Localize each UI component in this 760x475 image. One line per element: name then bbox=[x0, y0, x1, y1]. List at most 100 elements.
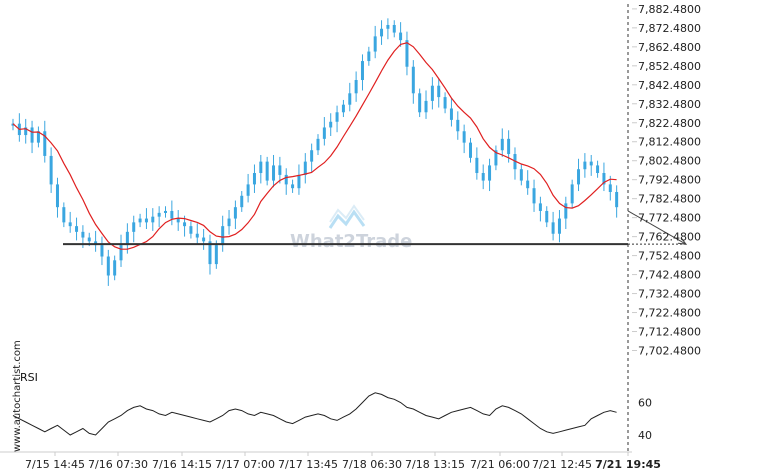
candle-body bbox=[354, 80, 358, 94]
candle-body bbox=[570, 184, 574, 204]
candle-body bbox=[233, 207, 237, 219]
y-tick-label: 7,782.4800 bbox=[638, 193, 701, 206]
candle-body bbox=[24, 127, 28, 136]
y-tick-label: 7,712.4800 bbox=[638, 326, 701, 339]
candle-body bbox=[310, 150, 314, 162]
candle-body bbox=[202, 237, 206, 242]
rsi-panel: RSI bbox=[12, 371, 617, 436]
y-tick-label: 7,772.4800 bbox=[638, 212, 701, 225]
candle-body bbox=[443, 97, 447, 109]
candle-body bbox=[132, 222, 136, 232]
candle-body bbox=[81, 231, 85, 238]
candle-body bbox=[259, 161, 263, 174]
projection-arrow-head bbox=[677, 237, 688, 245]
candle-body bbox=[189, 226, 193, 234]
candle-body bbox=[303, 161, 307, 175]
candle-body bbox=[557, 218, 561, 234]
candle-body bbox=[240, 195, 244, 208]
candle-body bbox=[151, 216, 155, 223]
candle-body bbox=[602, 173, 606, 185]
main-price-panel bbox=[11, 4, 688, 452]
y-tick-label: 7,732.4800 bbox=[638, 288, 701, 301]
candle-body bbox=[481, 173, 485, 181]
candle-body bbox=[55, 184, 59, 208]
candle-body bbox=[615, 191, 619, 208]
candle-body bbox=[488, 165, 492, 181]
x-tick-label: 7/15 14:45 bbox=[25, 458, 85, 471]
candle-body bbox=[68, 222, 72, 227]
candle-body bbox=[36, 131, 40, 143]
candle-body bbox=[418, 93, 422, 113]
moving-average-line bbox=[12, 42, 617, 250]
y-tick-label: 7,802.4800 bbox=[638, 155, 701, 168]
candle-body bbox=[596, 165, 600, 174]
candle-body bbox=[227, 218, 231, 227]
candle-body bbox=[322, 127, 326, 139]
candle-body bbox=[316, 138, 320, 151]
candle-body bbox=[405, 40, 409, 67]
rsi-y-tick-label: 60 bbox=[638, 397, 652, 410]
candle-body bbox=[469, 142, 472, 158]
x-tick-label: 7/17 07:00 bbox=[215, 458, 275, 471]
candle-body bbox=[507, 138, 511, 155]
candle-body bbox=[360, 61, 364, 81]
y-tick-label: 7,762.4800 bbox=[638, 231, 701, 244]
candle-body bbox=[462, 131, 466, 143]
rsi-line bbox=[12, 392, 617, 436]
candle-body bbox=[449, 108, 453, 120]
candle-body bbox=[500, 138, 504, 151]
x-tick-label: 7/21 12:45 bbox=[532, 458, 592, 471]
candle-body bbox=[246, 184, 250, 196]
y-tick-label: 7,882.4800 bbox=[638, 3, 701, 16]
candle-body bbox=[208, 241, 212, 265]
y-tick-label: 7,742.4800 bbox=[638, 269, 701, 282]
candle-body bbox=[278, 165, 282, 175]
y-tick-label: 7,822.4800 bbox=[638, 117, 701, 130]
candle-body bbox=[272, 165, 276, 181]
candle-body bbox=[183, 222, 187, 227]
candle-body bbox=[11, 123, 15, 126]
candle-body bbox=[538, 203, 542, 211]
candle-body bbox=[75, 226, 79, 232]
candle-body bbox=[284, 174, 288, 185]
x-tick-label: 7/17 13:45 bbox=[278, 458, 338, 471]
candle-body bbox=[399, 32, 403, 41]
candle-body bbox=[195, 233, 199, 238]
y-tick-label: 7,842.4800 bbox=[638, 79, 701, 92]
candle-body bbox=[526, 180, 530, 189]
candle-body bbox=[43, 131, 47, 156]
y-tick-label: 7,722.4800 bbox=[638, 307, 701, 320]
watermark-logo: What2Trade bbox=[290, 204, 412, 252]
candle-body bbox=[138, 218, 142, 223]
candle-body bbox=[144, 218, 148, 223]
candle-body bbox=[113, 260, 117, 276]
candle-body bbox=[392, 24, 396, 33]
candle-body bbox=[252, 173, 256, 185]
candle-body bbox=[519, 169, 523, 181]
candle-body bbox=[411, 66, 415, 94]
candle-body bbox=[119, 245, 123, 261]
candle-body bbox=[214, 245, 218, 265]
y-tick-label: 7,752.4800 bbox=[638, 250, 701, 263]
candle-body bbox=[532, 188, 536, 204]
candle-body bbox=[157, 212, 161, 217]
candle-body bbox=[589, 161, 593, 166]
y-tick-label: 7,872.4800 bbox=[638, 22, 701, 35]
y-tick-label: 7,792.4800 bbox=[638, 174, 701, 187]
candle-body bbox=[176, 218, 180, 223]
watermark-text: What2Trade bbox=[290, 231, 412, 252]
candle-body bbox=[106, 256, 110, 276]
source-label: www.autochartist.com bbox=[12, 340, 23, 452]
y-tick-label: 7,862.4800 bbox=[638, 41, 701, 54]
candle-body bbox=[329, 121, 333, 128]
candle-body bbox=[125, 231, 129, 246]
candle-body bbox=[430, 85, 434, 101]
y-axis: 7,882.4800 7,872.4800 7,862.4800 7,852.4800… bbox=[632, 3, 701, 442]
candle-body bbox=[583, 161, 587, 170]
y-tick-label: 7,702.4800 bbox=[638, 344, 701, 357]
x-tick-label: 7/18 13:15 bbox=[405, 458, 465, 471]
candle-body bbox=[424, 100, 428, 113]
candle-body bbox=[456, 119, 460, 132]
projection-arrow-line bbox=[627, 210, 687, 245]
